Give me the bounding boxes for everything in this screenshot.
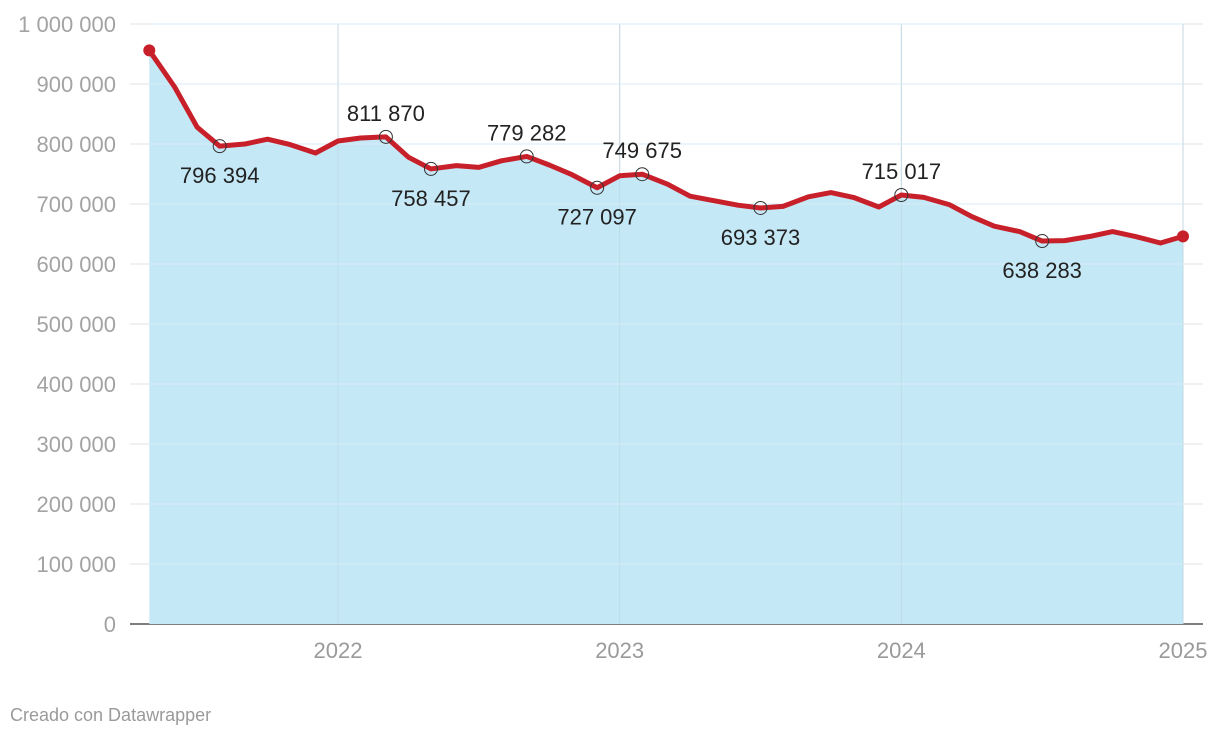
y-tick-label: 600 000 <box>36 252 116 277</box>
data-label: 796 394 <box>180 163 260 188</box>
y-tick-label: 1 000 000 <box>18 12 116 37</box>
x-tick-label: 2022 <box>314 638 363 663</box>
data-label: 715 017 <box>862 159 942 184</box>
annotation-marker <box>378 129 393 144</box>
x-tick-label: 2024 <box>877 638 926 663</box>
y-tick-label: 400 000 <box>36 372 116 397</box>
annotation-marker <box>590 180 605 195</box>
end-point <box>1177 230 1189 243</box>
area-layer <box>149 23 1184 624</box>
annotation-marker <box>894 187 909 202</box>
y-tick-label: 700 000 <box>36 192 116 217</box>
data-label: 638 283 <box>1002 258 1082 283</box>
y-tick-label: 200 000 <box>36 492 116 517</box>
y-tick-label: 800 000 <box>36 132 116 157</box>
x-tick-label: 2023 <box>595 638 644 663</box>
data-label: 749 675 <box>602 138 682 163</box>
y-axis: 0 100 000 200 000 300 000 400 000 500 000 600 … <box>18 12 116 637</box>
annotation-marker <box>519 149 534 164</box>
line-layer <box>146 47 1186 246</box>
area-chart: 796 394 811 870 758 457 779 282 727 097 749 6… <box>18 12 1208 663</box>
data-label-layer: 796 394 811 870 758 457 779 282 727 097 749 6… <box>180 101 1082 283</box>
y-tick-label: 100 000 <box>36 552 116 577</box>
y-tick-label: 0 <box>104 612 116 637</box>
annotation-marker <box>423 161 438 176</box>
annotation-marker <box>635 167 650 182</box>
data-label: 693 373 <box>721 225 801 250</box>
start-point <box>143 44 156 57</box>
annotation-marker <box>753 200 768 215</box>
annotation-marker <box>212 139 227 154</box>
marker-layer <box>143 44 1189 249</box>
series-line <box>146 47 1186 246</box>
data-label: 779 282 <box>487 120 567 145</box>
credit-text: Creado con Datawrapper <box>10 705 212 725</box>
data-label: 727 097 <box>557 205 637 230</box>
x-tick-label: 2025 <box>1159 638 1208 663</box>
x-axis: 2022 2023 2024 2025 <box>314 638 1208 663</box>
y-tick-label: 900 000 <box>36 72 116 97</box>
data-label: 811 870 <box>347 101 425 126</box>
data-label: 758 457 <box>391 186 471 211</box>
annotation-marker <box>1035 234 1050 249</box>
y-tick-label: 500 000 <box>36 312 116 337</box>
y-tick-label: 300 000 <box>36 432 116 457</box>
area-fill <box>149 50 1184 624</box>
